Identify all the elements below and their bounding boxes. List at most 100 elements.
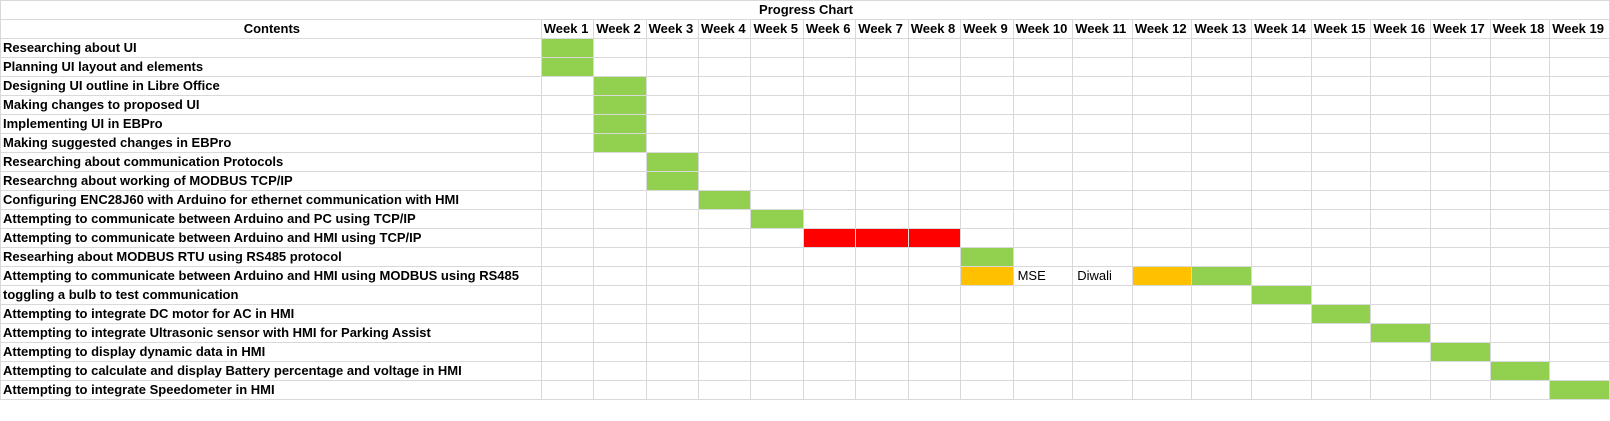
week-cell [1370, 57, 1431, 77]
week-cell [1131, 57, 1193, 77]
week-header: Week 2 [593, 19, 647, 39]
week-cell [1429, 266, 1491, 286]
week-header: Week 14 [1251, 19, 1312, 39]
task-label: Researching about UI [0, 38, 542, 58]
week-cell [1012, 152, 1074, 172]
task-row: Making suggested changes in EBPro [0, 133, 1610, 153]
task-row: Configuring ENC28J60 with Arduino for et… [0, 190, 1610, 210]
week-cell [698, 342, 752, 362]
gantt-bar-completed [1191, 266, 1253, 286]
task-row: Planning UI layout and elements [0, 57, 1610, 77]
week-cell [907, 380, 962, 400]
task-row: Attempting to integrate Speedometer in H… [0, 380, 1610, 400]
week-cell [1429, 171, 1491, 191]
week-cell [1310, 228, 1372, 248]
week-cell [1549, 361, 1610, 381]
week-cell [1251, 209, 1312, 229]
week-cell [907, 361, 962, 381]
week-cell [750, 95, 804, 115]
week-cell [1191, 57, 1253, 77]
week-cell [750, 190, 804, 210]
week-note: Diwali [1072, 266, 1133, 286]
week-cell [1012, 361, 1074, 381]
week-cell [1549, 190, 1610, 210]
week-cell [1012, 57, 1074, 77]
week-cell [907, 171, 962, 191]
week-cell [1489, 342, 1551, 362]
task-row: Attempting to communicate between Arduin… [0, 209, 1610, 229]
week-cell [960, 361, 1014, 381]
gantt-bar-completed [593, 114, 647, 134]
task-row: Attempting to calculate and display Batt… [0, 361, 1610, 381]
week-cell [1429, 133, 1491, 153]
week-cell [960, 95, 1014, 115]
week-cell [802, 152, 857, 172]
gantt-bar-completed [645, 152, 700, 172]
week-cell [698, 114, 752, 134]
week-cell [802, 285, 857, 305]
week-header: Week 17 [1429, 19, 1491, 39]
week-cell [855, 209, 909, 229]
week-cell [1131, 171, 1193, 191]
week-cell [907, 76, 962, 96]
week-cell [907, 342, 962, 362]
week-cell [907, 57, 962, 77]
week-cell [960, 38, 1014, 58]
week-cell [1429, 114, 1491, 134]
week-cell [1072, 114, 1133, 134]
week-cell [593, 190, 647, 210]
week-cell [540, 190, 595, 210]
week-cell [750, 247, 804, 267]
week-cell [1489, 133, 1551, 153]
week-cell [540, 133, 595, 153]
week-cell [1131, 342, 1193, 362]
week-cell [1131, 95, 1193, 115]
week-cell [593, 361, 647, 381]
week-cell [645, 209, 700, 229]
week-cell [540, 228, 595, 248]
week-cell [802, 361, 857, 381]
week-cell [1251, 76, 1312, 96]
week-cell [1191, 95, 1253, 115]
week-cell [1251, 361, 1312, 381]
week-cell [907, 304, 962, 324]
week-cell [1310, 190, 1372, 210]
week-cell [1429, 152, 1491, 172]
week-cell [960, 114, 1014, 134]
week-cell [540, 380, 595, 400]
week-cell [1012, 323, 1074, 343]
week-cell [645, 342, 700, 362]
gantt-bar-completed [593, 133, 647, 153]
gantt-bar-completed [1251, 285, 1312, 305]
week-cell [855, 342, 909, 362]
week-cell [1191, 342, 1253, 362]
week-cell [1191, 38, 1253, 58]
week-cell [960, 304, 1014, 324]
week-cell [1310, 114, 1372, 134]
week-header: Week 19 [1549, 19, 1610, 39]
gantt-bar-completed [1310, 304, 1372, 324]
week-cell [802, 38, 857, 58]
task-label: Researchng about working of MODBUS TCP/I… [0, 171, 542, 191]
week-cell [1549, 342, 1610, 362]
week-cell [1429, 190, 1491, 210]
week-cell [855, 266, 909, 286]
week-cell [1072, 380, 1133, 400]
task-label: Implementing UI in EBPro [0, 114, 542, 134]
week-cell [855, 152, 909, 172]
week-cell [645, 304, 700, 324]
week-cell [855, 304, 909, 324]
week-cell [645, 266, 700, 286]
task-row: Attempting to communicate between Arduin… [0, 228, 1610, 248]
task-label: Configuring ENC28J60 with Arduino for et… [0, 190, 542, 210]
week-cell [1191, 133, 1253, 153]
week-cell [802, 247, 857, 267]
week-cell [802, 171, 857, 191]
week-cell [1489, 38, 1551, 58]
task-row: Attempting to display dynamic data in HM… [0, 342, 1610, 362]
week-cell [698, 304, 752, 324]
week-cell [750, 76, 804, 96]
week-cell [1370, 114, 1431, 134]
task-row: Designing UI outline in Libre Office [0, 76, 1610, 96]
week-note: MSE [1012, 266, 1074, 286]
